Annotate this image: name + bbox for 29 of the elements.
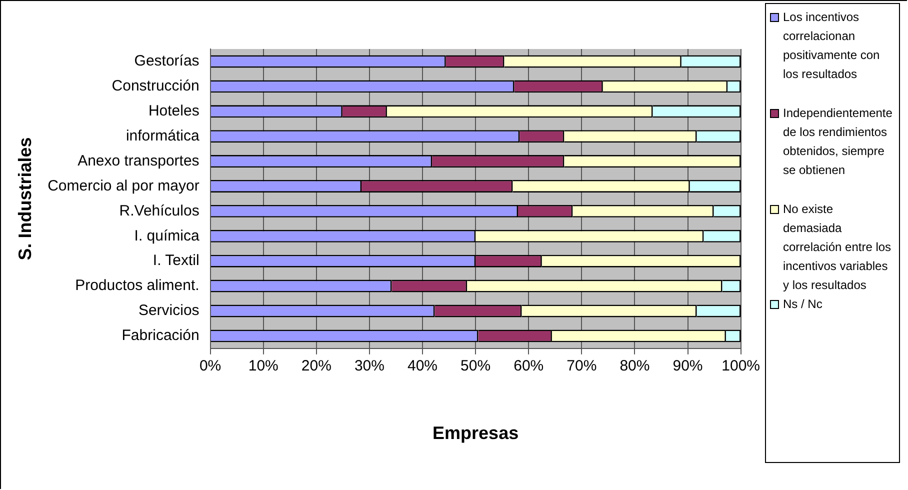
x-tick-label: 10%: [248, 358, 278, 375]
x-tick-label: 0%: [199, 358, 222, 375]
legend-label: Independientemente de los rendimientos obtenidos, siempre se obtienen: [783, 105, 894, 179]
x-tick-label: 100%: [722, 358, 760, 375]
y-tick-label: Construcción: [112, 78, 200, 95]
y-tick-label: Anexo transportes: [78, 152, 200, 170]
y-tick-label: I. química: [134, 227, 200, 244]
x-tick-label: 90%: [672, 358, 703, 375]
y-tick-label: Fabricación: [122, 327, 200, 344]
y-tick-label: R.Vehículos: [119, 202, 200, 220]
y-axis-title: S. Industriales: [14, 137, 35, 260]
y-tick-label: I. Textil: [152, 252, 200, 270]
y-tick-label: informática: [126, 127, 200, 144]
y-tick-label: Gestorías: [134, 52, 200, 70]
x-tick-label: 70%: [566, 358, 597, 375]
x-tick-label: 40%: [408, 358, 438, 375]
legend-label: Ns / Nc: [783, 296, 822, 313]
legend-label: No existe demasiada correlación entre los incentivos variables y los resultados: [783, 201, 892, 294]
y-tick-label: Servicios: [138, 302, 200, 320]
x-tick-label: 20%: [301, 358, 332, 375]
x-axis-title: Empresas: [432, 423, 519, 444]
y-tick-label: Comercio al por mayor: [48, 177, 200, 194]
y-tick-label: Productos aliment.: [75, 277, 200, 294]
x-tick-label: 50%: [460, 358, 491, 375]
x-tick-label: 80%: [620, 358, 650, 375]
x-tick-label: 30%: [354, 358, 384, 375]
y-tick-label: Hoteles: [148, 102, 200, 120]
legend-label: Los incentivos correlacionan positivamente con los resultados: [783, 9, 881, 83]
x-tick-label: 60%: [514, 358, 544, 375]
